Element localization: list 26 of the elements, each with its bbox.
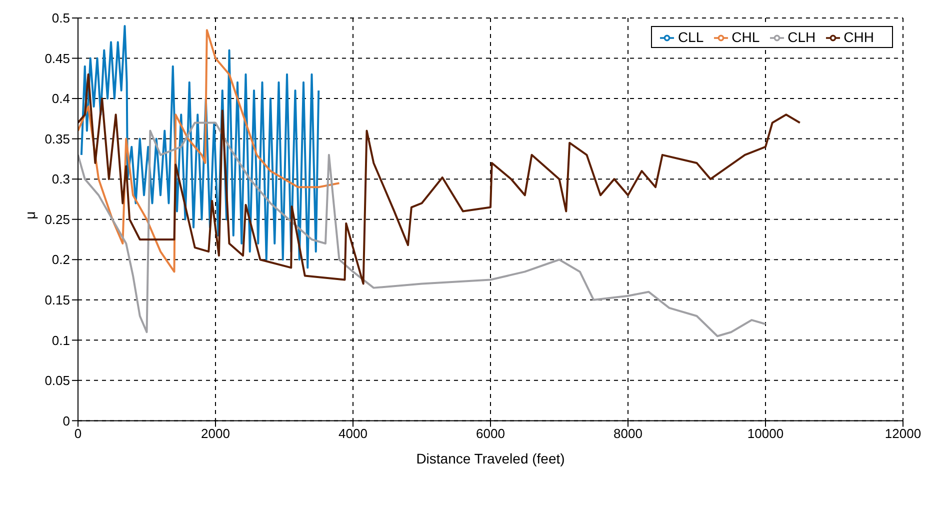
x-axis-title: Distance Traveled (feet)	[416, 450, 565, 467]
y-tick-label: 0.5	[52, 10, 70, 26]
x-tick-label: 4000	[338, 426, 368, 441]
y-tick-label: 0.2	[52, 252, 70, 268]
y-tick-label: 0.45	[44, 50, 70, 66]
x-tick-label: 0	[74, 426, 82, 441]
legend-label: CLL	[678, 29, 704, 45]
y-tick-label: 0.25	[44, 212, 70, 227]
x-tick-label: 8000	[614, 426, 642, 441]
y-tick-label: 0.4	[52, 91, 70, 106]
x-tick-label: 2000	[201, 426, 230, 441]
legend-label: CHL	[732, 29, 760, 45]
legend-label: CHH	[844, 29, 874, 45]
y-tick-label: 0.35	[44, 131, 70, 146]
line-series	[78, 73, 801, 285]
x-tick-label: 6000	[476, 426, 505, 441]
legend-label: CLH	[788, 29, 816, 45]
y-axis-title: μ	[22, 211, 38, 220]
y-tick-label: 0.15	[44, 292, 70, 308]
x-tick-label: 12000	[884, 426, 922, 441]
y-tick-label: 0.05	[44, 373, 70, 388]
x-tick-label: 10000	[747, 426, 784, 441]
y-tick-label: 0.3	[52, 172, 70, 187]
y-tick-label: 0	[62, 413, 70, 428]
y-tick-label: 0.1	[52, 332, 70, 348]
line-series	[78, 122, 766, 338]
